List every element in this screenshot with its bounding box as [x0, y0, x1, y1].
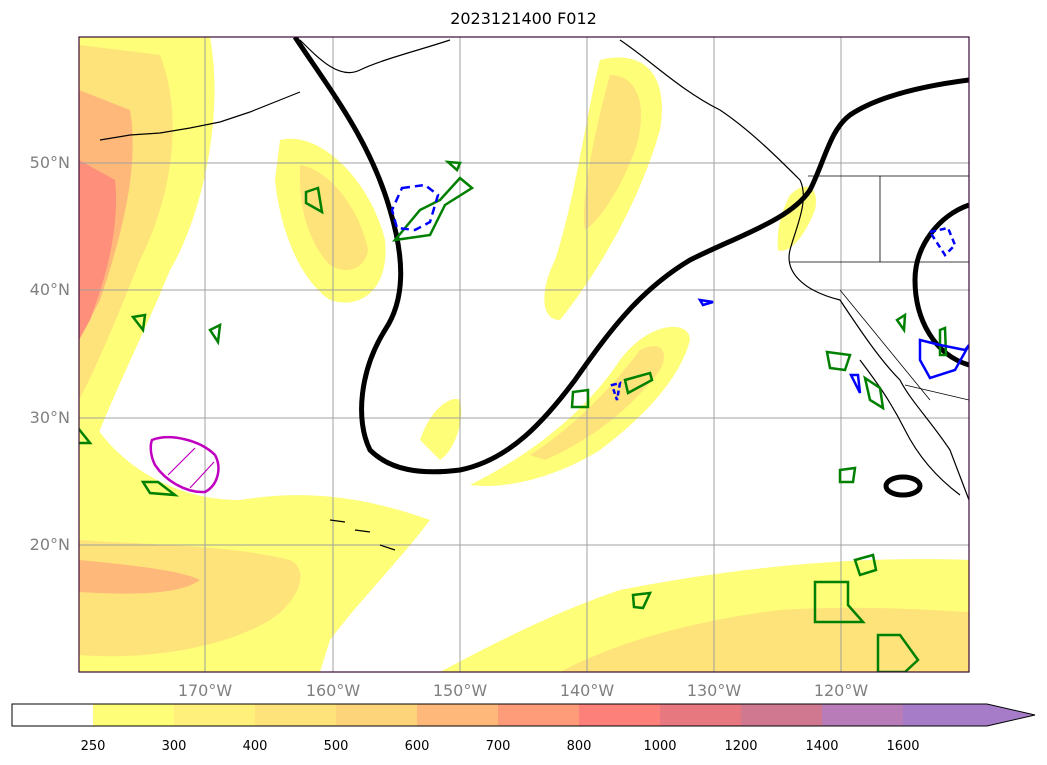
baja-coast — [859, 359, 961, 496]
colorbar-tick-300: 300 — [161, 739, 187, 754]
colorbar-tick-600: 600 — [404, 739, 430, 754]
colorbar-outline — [11, 703, 1036, 727]
colorbar-bin-3 — [255, 704, 336, 726]
colorbar-bin-2 — [174, 704, 255, 726]
fill-west-band-4 — [79, 160, 116, 340]
colorbar-tick-1600: 1600 — [886, 739, 920, 754]
gridlines — [79, 37, 969, 672]
fill-central-north-2 — [300, 165, 368, 270]
blue-contour-east — [918, 338, 969, 380]
jet-contour-east — [912, 202, 969, 368]
fill-coast-small — [777, 186, 816, 251]
colorbar-tick-1000: 1000 — [643, 739, 677, 754]
blue-contour-dashed-east — [927, 226, 957, 257]
political-borders — [790, 175, 969, 401]
colorbar-tick-1200: 1200 — [724, 739, 758, 754]
jet-contours — [292, 37, 969, 498]
lat-label-50: 50°N — [29, 153, 70, 172]
green-contours — [79, 160, 948, 672]
magenta-contour — [149, 436, 220, 494]
lat-label-40: 40°N — [29, 280, 70, 299]
colorbar-bin-0 — [12, 704, 93, 726]
alaska-coast — [299, 39, 451, 74]
fill-mid-left — [420, 399, 462, 460]
colorbar — [11, 703, 1036, 727]
colorbar-tick-500: 500 — [323, 739, 349, 754]
blue-contour-dashed-north — [390, 183, 440, 232]
colorbar-bin-8 — [660, 704, 741, 726]
blue-contour-small-2 — [610, 381, 622, 401]
lon-label-120w: 120°W — [813, 681, 869, 700]
lat-label-20: 20°N — [29, 535, 70, 554]
colorbar-tick-400: 400 — [242, 739, 268, 754]
colorbar-tick-1400: 1400 — [805, 739, 839, 754]
lon-label-170w: 170°W — [177, 681, 233, 700]
map-frame — [78, 36, 970, 673]
jet-contour-main — [292, 37, 969, 475]
colorbar-tick-800: 800 — [566, 739, 592, 754]
colorbar-bin-9 — [741, 704, 822, 726]
aleutians-coast — [99, 91, 301, 141]
blue-contour-small-3 — [697, 298, 714, 307]
us-mexico-border — [904, 384, 969, 401]
bc-coast — [619, 39, 804, 251]
jet-contour-small — [883, 474, 923, 498]
colorbar-bin-6 — [498, 704, 579, 726]
fill-south-band-3 — [79, 560, 200, 594]
us-west-coast — [788, 249, 969, 501]
colorbar-bin-5 — [417, 704, 498, 726]
us-state-border-2 — [839, 289, 931, 401]
magenta-contours — [149, 436, 220, 494]
colorbar-tick-250: 250 — [80, 739, 106, 754]
lon-label-150w: 150°W — [432, 681, 488, 700]
colorbar-tick-700: 700 — [485, 739, 511, 754]
colorbar-bin-4 — [336, 704, 417, 726]
colorbar-bin-10 — [822, 704, 903, 726]
map-title: 2023121400 F012 — [450, 9, 597, 28]
fill-se-band-2 — [560, 607, 969, 672]
colorbar-bin-7 — [579, 704, 660, 726]
fill-ne-streak-2 — [584, 75, 642, 230]
lon-label-130w: 130°W — [686, 681, 742, 700]
hawaii-coast — [329, 519, 396, 551]
colorbar-bin-1 — [93, 704, 174, 726]
map-area — [79, 37, 969, 672]
lon-label-140w: 140°W — [559, 681, 615, 700]
blue-contours — [390, 183, 969, 401]
blue-contour-small-1 — [848, 373, 862, 394]
lon-label-160w: 160°W — [305, 681, 361, 700]
fill-central-streak-2 — [530, 346, 664, 460]
colorbar-extend-arrow — [903, 704, 1035, 726]
coastlines — [99, 39, 969, 551]
filled-contours — [79, 37, 969, 672]
lat-label-30: 30°N — [29, 408, 70, 427]
